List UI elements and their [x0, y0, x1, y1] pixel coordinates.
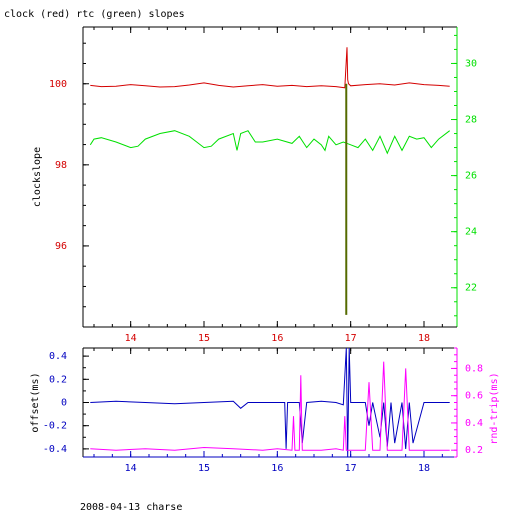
- series-line-clock: [90, 47, 450, 89]
- x-tick-label: 16: [271, 333, 283, 344]
- x-tick-label: 15: [198, 333, 210, 344]
- x-tick-label: 17: [345, 463, 357, 474]
- bottom-plot-area: 14 15 16 17 18 -0.4 -0.2 0 0.2 0.4 0.2 0.4 0.6 0.8 off…: [30, 347, 500, 474]
- y-left-tick-label: 96: [55, 241, 67, 252]
- y-axis-label: clockslope: [32, 147, 43, 207]
- y-right-tick-label: 22: [465, 283, 477, 294]
- y-left-tick-label: -0.4: [43, 444, 67, 455]
- x-tick-label: 18: [418, 333, 430, 344]
- y-right-tick-label: 0.8: [465, 363, 483, 374]
- y-right-axis-label: rnd-trip(ms): [489, 372, 500, 444]
- y-left-axis-label: offset(ms): [30, 372, 41, 432]
- x-tick-label: 17: [345, 333, 357, 344]
- x-tick-label: 16: [271, 463, 283, 474]
- y-left-tick-label: 0.2: [49, 374, 67, 385]
- series-line-rndtrip: [90, 361, 450, 451]
- top-plot-area: 14 15 16 17 18 96 98 100 22 24 26 28 30 clockslope: [32, 26, 477, 344]
- y-right-tick-label: 30: [465, 58, 477, 69]
- y-left-tick-label: 0: [61, 398, 67, 409]
- y-right-tick-label: 0.2: [465, 445, 483, 456]
- x-tick-label: 14: [125, 333, 137, 344]
- y-right-tick-label: 0.4: [465, 418, 483, 429]
- chart-footer: 2008-04-13 charse: [80, 502, 182, 512]
- series-line-offset: [90, 347, 450, 458]
- y-right-tick-label: 0.6: [465, 391, 483, 402]
- y-left-tick-label: 100: [49, 79, 67, 90]
- y-right-tick-label: 24: [465, 227, 477, 238]
- chart-title: clock (red) rtc (green) slopes: [4, 9, 185, 20]
- x-tick-label: 15: [198, 463, 210, 474]
- x-tick-label: 18: [418, 463, 430, 474]
- x-tick-label: 14: [125, 463, 137, 474]
- y-left-tick-label: -0.2: [43, 421, 67, 432]
- y-left-tick-label: 98: [55, 160, 67, 171]
- series-line-rtc: [89, 130, 451, 155]
- y-right-tick-label: 26: [465, 171, 477, 182]
- y-left-tick-label: 0.4: [49, 351, 67, 362]
- y-right-tick-label: 28: [465, 115, 477, 126]
